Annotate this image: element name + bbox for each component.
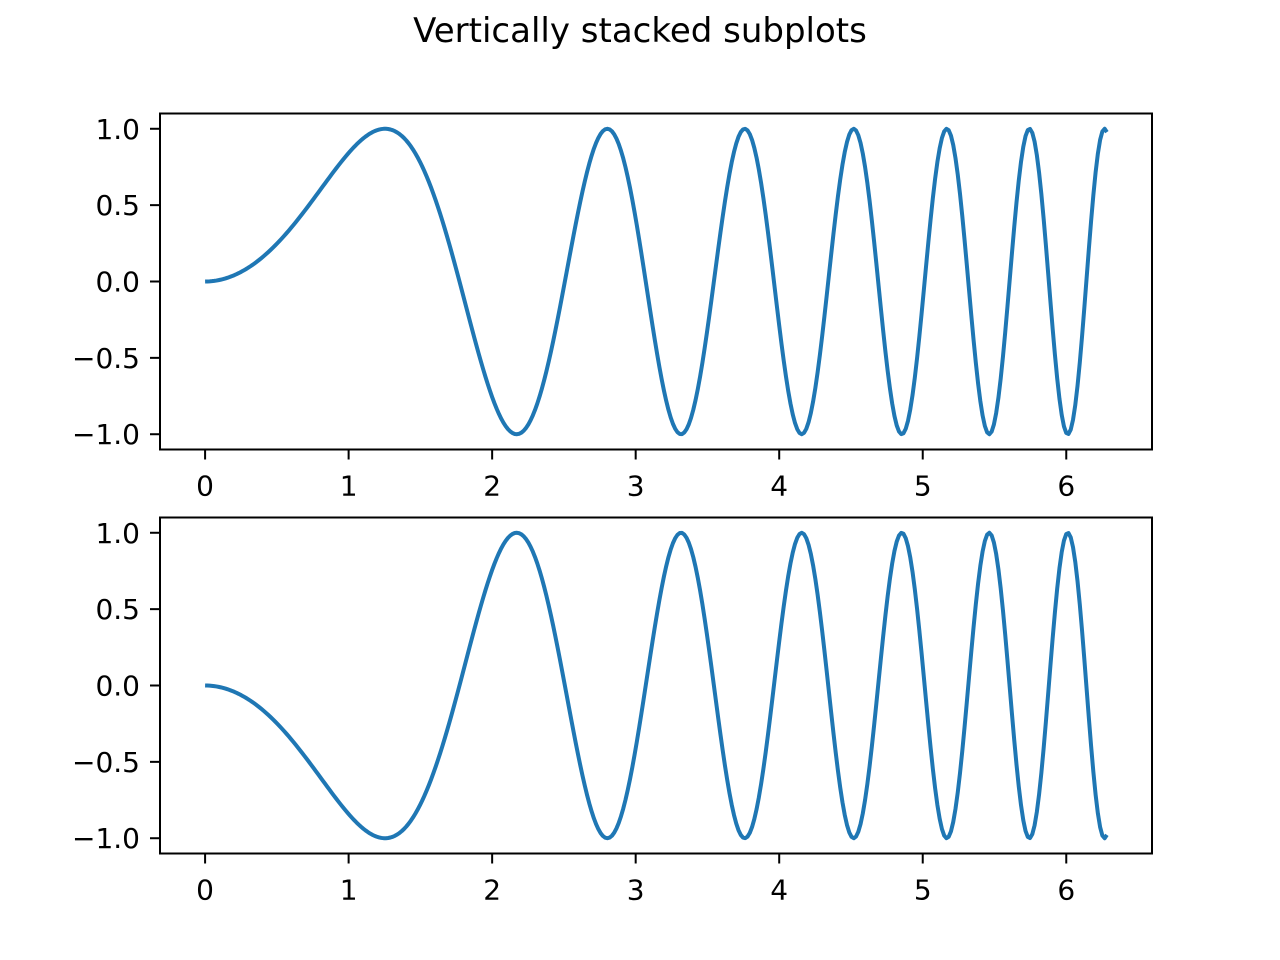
x-tick-label: 4	[770, 470, 788, 503]
x-tick-label: 2	[483, 470, 501, 503]
curve-line	[205, 126, 1109, 437]
y-tick-label: 0.5	[95, 189, 140, 222]
y-tick-label: −0.5	[72, 342, 140, 375]
figure-title: Vertically stacked subplots	[413, 11, 867, 51]
curve-line	[205, 530, 1109, 841]
axes-frame	[159, 516, 1153, 855]
x-tick-label: 0	[196, 874, 214, 907]
y-tick-label: 0.0	[95, 266, 140, 299]
y-tick-label: −1.0	[72, 418, 140, 451]
x-tick-label: 3	[627, 874, 645, 907]
y-tick-label: 0.0	[95, 670, 140, 703]
x-tick-label: 6	[1057, 470, 1075, 503]
x-tick-label: 4	[770, 874, 788, 907]
subplot-bottom: 0 1 2 3 4 5 6 1.0 0.5 0.0 −0.5 −1.0	[72, 516, 1153, 907]
x-tick-label: 5	[914, 470, 932, 503]
y-tick-label: 1.0	[95, 113, 140, 146]
axes-frame	[159, 112, 1153, 451]
x-tick-label: 2	[483, 874, 501, 907]
y-tick-label: 0.5	[95, 593, 140, 626]
x-tick-label: 1	[340, 470, 358, 503]
y-tick-label: −0.5	[72, 746, 140, 779]
subplot-top: 0 1 2 3 4 5 6 1.0 0.5 0.0 −0.5 −1.0	[72, 112, 1153, 503]
y-tick-label: 1.0	[95, 517, 140, 550]
x-tick-label: 5	[914, 874, 932, 907]
x-tick-label: 0	[196, 470, 214, 503]
x-tick-label: 6	[1057, 874, 1075, 907]
x-tick-label: 1	[340, 874, 358, 907]
y-tick-label: −1.0	[72, 822, 140, 855]
x-tick-label: 3	[627, 470, 645, 503]
